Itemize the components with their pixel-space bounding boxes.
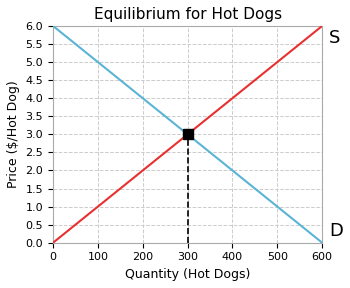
X-axis label: Quantity (Hot Dogs): Quantity (Hot Dogs) [125,268,250,281]
Text: D: D [329,222,343,240]
Y-axis label: Price ($/Hot Dog): Price ($/Hot Dog) [7,80,20,188]
Title: Equilibrium for Hot Dogs: Equilibrium for Hot Dogs [93,7,282,22]
Text: S: S [329,29,341,47]
